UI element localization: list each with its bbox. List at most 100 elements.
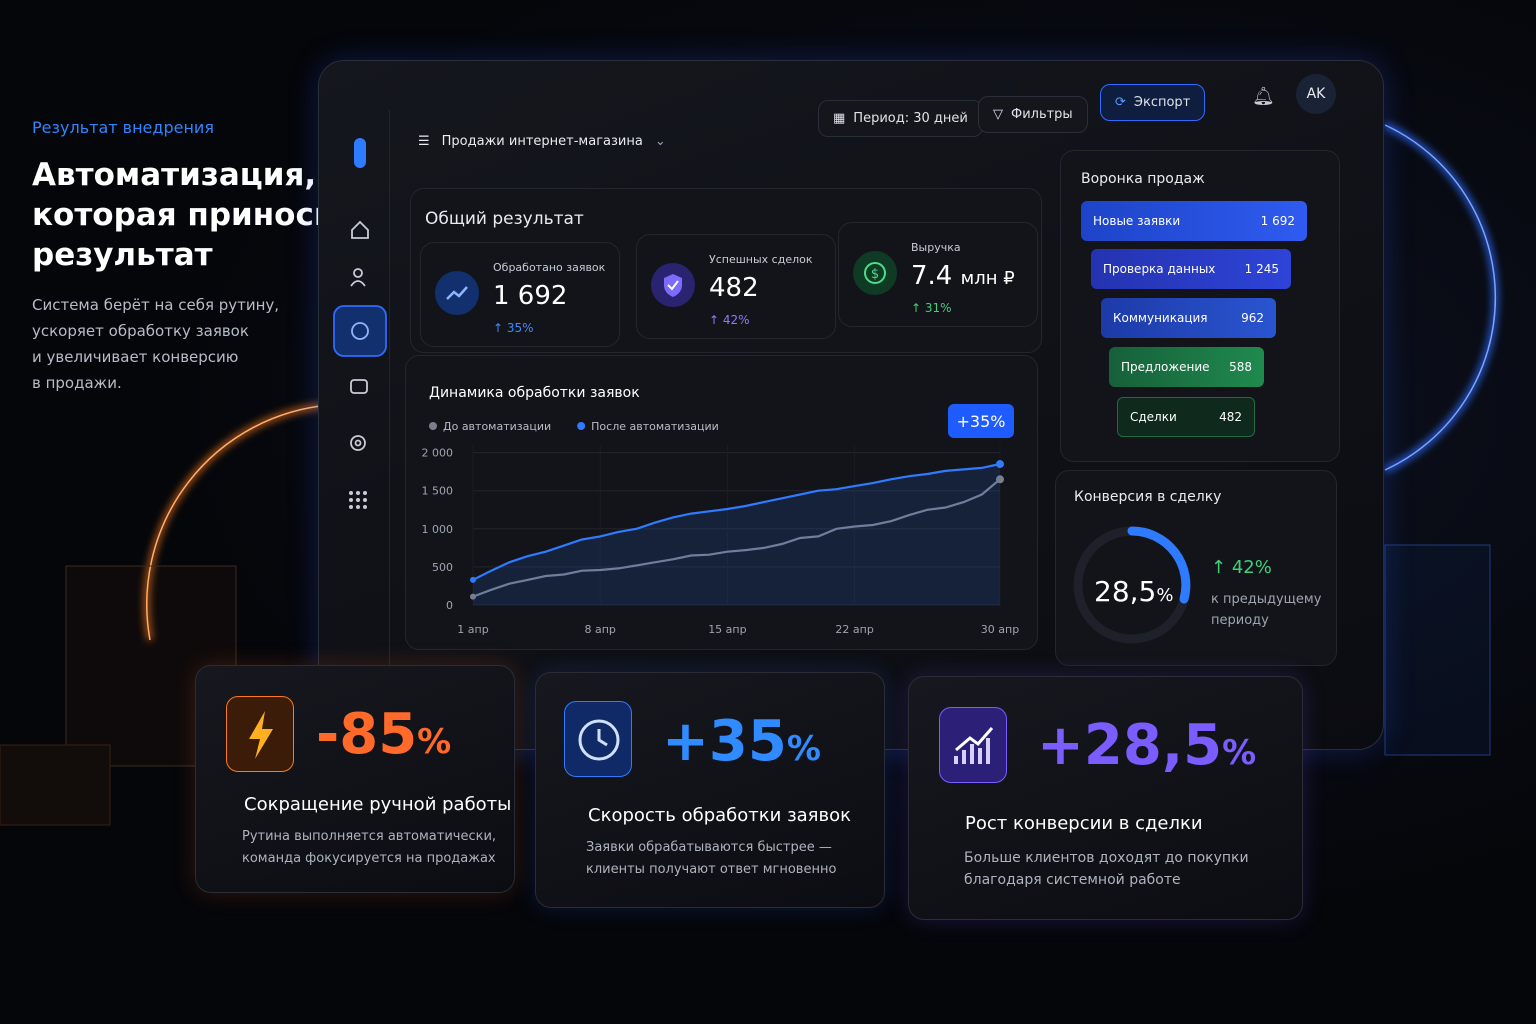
lightning-icon xyxy=(226,696,294,772)
kpi-change-value: 35% xyxy=(506,321,534,335)
end-point xyxy=(996,475,1004,484)
stage-value: 1 245 xyxy=(1244,262,1279,276)
area xyxy=(473,464,1000,605)
kpi-label: Обработано заявок xyxy=(493,261,606,274)
y-tick-label: 1 500 xyxy=(422,485,454,498)
result-title: Сокращение ручной работы xyxy=(244,794,512,815)
result-value: +28,5 xyxy=(1037,713,1223,778)
stage-label: Коммуникация xyxy=(1113,311,1208,325)
title-line: результат xyxy=(32,237,213,273)
description-line: ускоряет обработку заявок xyxy=(32,322,249,340)
kpi-label: Успешных сделок xyxy=(709,253,813,266)
end-point xyxy=(996,460,1004,469)
summary-title: Общий результат xyxy=(425,209,584,229)
annotation: +35% xyxy=(957,412,1006,431)
stage-label: Предложение xyxy=(1121,360,1210,374)
kpi-label: Выручка xyxy=(911,241,961,254)
description-line: и увеличивает конверсию xyxy=(32,348,239,366)
note-line: периоду xyxy=(1211,613,1269,628)
y-tick-label: 500 xyxy=(432,561,453,574)
hero-description: Система берёт на себя рутину, ускоряет о… xyxy=(32,292,279,396)
messages-icon[interactable] xyxy=(350,379,368,394)
svg-text:$: $ xyxy=(871,267,879,282)
export-button[interactable]: ⟳ Экспорт xyxy=(1100,84,1206,121)
filter-icon: ▽ xyxy=(993,107,1003,122)
x-tick-label: 8 апр xyxy=(584,623,615,636)
stage-value: 482 xyxy=(1219,410,1242,424)
line xyxy=(472,462,1001,581)
funnel-stage: Проверка данных 1 245 xyxy=(1091,249,1291,289)
conversion-change: ↑ 42% xyxy=(1211,557,1272,578)
funnel-stage: Сделки 482 xyxy=(1117,397,1255,437)
period-label: Период: 30 дней xyxy=(853,111,968,126)
kpi-change: ↑ 31% xyxy=(911,301,952,315)
description-line: Система берёт на себя рутину, xyxy=(32,296,280,314)
kpi-change-value: 42% xyxy=(722,313,750,327)
analytics-icon[interactable] xyxy=(351,322,369,340)
x-tick-label: 1 апр xyxy=(457,623,488,636)
kpi-value: 1 692 xyxy=(493,281,568,311)
y-tick-label: 0 xyxy=(446,599,453,612)
y-tick-label: 1 000 xyxy=(422,523,454,536)
conversion-change-value: 42% xyxy=(1231,557,1272,578)
title-line: Автоматизация, xyxy=(32,157,317,193)
description-line: клиенты получают ответ мгновенно xyxy=(586,862,837,877)
avatar[interactable]: AK xyxy=(1296,74,1336,114)
menu-selector[interactable]: ☰ Продажи интернет-магазина ⌄ xyxy=(418,134,666,149)
bell-icon[interactable]: 🔔︎ xyxy=(1252,86,1275,107)
growth-icon xyxy=(939,707,1007,783)
filters-button[interactable]: ▽ Фильтры xyxy=(978,96,1088,133)
line-chart: Динамика обработки заявок 0 500 1 000 1 500… xyxy=(422,385,1020,636)
kpi-value-group: 7.4 млн ₽ xyxy=(911,261,1015,291)
export-label: Экспорт xyxy=(1133,95,1191,110)
description-line: Заявки обрабатываются быстрее — xyxy=(586,840,832,855)
apps-icon[interactable] xyxy=(349,491,367,509)
result-title: Скорость обработки заявок xyxy=(588,805,851,826)
kpi-icon xyxy=(435,271,479,315)
eyebrow: Результат внедрения xyxy=(32,118,214,137)
result-value: +35 xyxy=(662,709,787,774)
end-point xyxy=(470,593,476,600)
home-icon[interactable] xyxy=(351,220,369,239)
menu-icon: ☰ xyxy=(418,134,430,149)
line xyxy=(472,478,1001,598)
hero-title: Автоматизация, которая приносит результа… xyxy=(32,155,354,275)
conversion-note: к предыдущему периоду xyxy=(1211,589,1321,631)
settings-icon[interactable] xyxy=(350,435,366,451)
conversion-value: 28,5 xyxy=(1094,575,1157,608)
stage-value: 588 xyxy=(1229,360,1252,374)
chevron: ⌄ xyxy=(654,134,666,149)
sidebar xyxy=(333,110,390,670)
stage-value: 1 692 xyxy=(1260,214,1295,228)
result-description: Рутина выполняется автоматически, команда… xyxy=(242,826,496,870)
kpi-change-value: 31% xyxy=(924,301,952,315)
funnel-stage: Предложение 588 xyxy=(1109,347,1264,387)
annotation-box xyxy=(948,404,1014,439)
kpi-card: $ Выручка 7.4 млн ₽ ↑ 31% xyxy=(838,222,1038,327)
result-description: Заявки обрабатываются быстрее — клиенты п… xyxy=(586,837,836,881)
result-card: -85% Сокращение ручной работы Рутина вып… xyxy=(195,665,515,893)
x-tick-label: 22 апр xyxy=(835,623,873,636)
stage-label: Проверка данных xyxy=(1103,262,1216,276)
description-line: благодаря системной работе xyxy=(964,872,1181,888)
result-value-group: +35% xyxy=(662,709,821,774)
x-tick-label: 30 апр xyxy=(981,623,1019,636)
kpi-icon: $ xyxy=(853,251,897,295)
x-tick-label: 15 апр xyxy=(708,623,746,636)
result-unit: % xyxy=(417,722,452,762)
period-button[interactable]: ▦ Период: 30 дней xyxy=(818,100,983,137)
conversion-value-group: 28,5% xyxy=(1094,575,1173,608)
filters-label: Фильтры xyxy=(1011,107,1073,122)
kpi-icon xyxy=(651,263,695,307)
kpi-card: Обработано заявок 1 692 ↑ 35% xyxy=(420,242,620,347)
users-icon[interactable] xyxy=(353,268,363,278)
stage-label: Сделки xyxy=(1130,410,1177,424)
conversion-ring xyxy=(1073,526,1191,644)
description-line: Рутина выполняется автоматически, xyxy=(242,829,497,844)
result-description: Больше клиентов доходят до покупки благод… xyxy=(964,847,1249,891)
kpi-value: 7.4 xyxy=(911,261,953,291)
stage-label: Новые заявки xyxy=(1093,214,1181,228)
kpi-change: ↑ 42% xyxy=(709,313,750,327)
note-line: к предыдущему xyxy=(1211,592,1322,607)
